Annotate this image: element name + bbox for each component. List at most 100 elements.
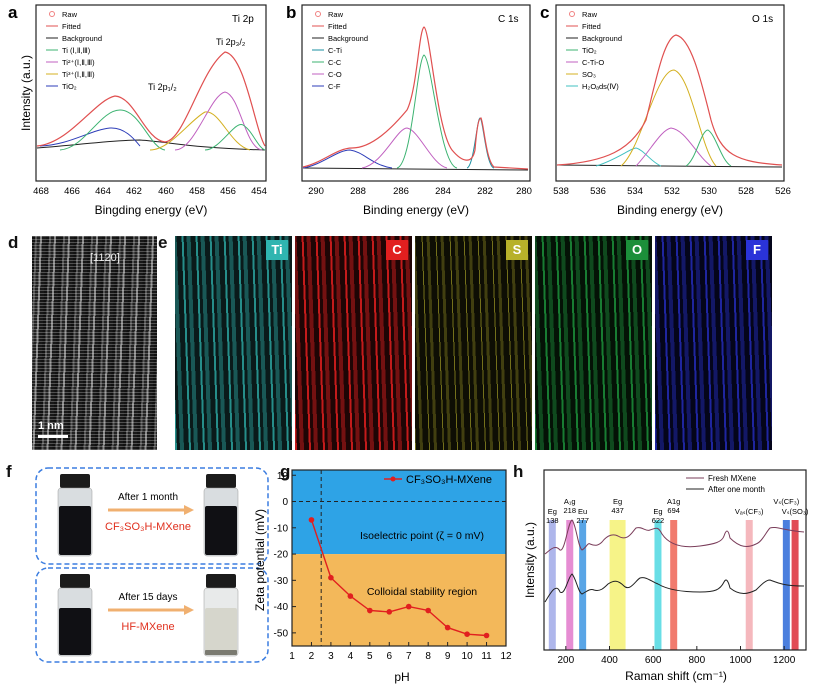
zeta-point — [347, 593, 354, 599]
zeta-ylabel: Zeta potential (mV) — [253, 509, 267, 611]
xtick: 466 — [64, 186, 80, 197]
top-comparison-box — [35, 467, 269, 565]
panel-g-zeta-chart: 10 0 -10 -20 -30 -40 -50 1 2 3 4 5 6 7 8 9 10 11 12 CF₃SO… — [250, 462, 520, 687]
zeta-ytick-label: -20 — [274, 550, 289, 561]
legend-cti: C-Ti — [328, 46, 342, 55]
zeta-xtick-label: 8 — [425, 651, 431, 662]
raman-aged-curve — [544, 573, 805, 603]
panel-b-xlabel: Binding energy (eV) — [363, 203, 469, 217]
legend-fitted: Fitted — [62, 22, 81, 31]
raman-peak-label: Eg — [613, 497, 622, 506]
panel-a-letter: a — [8, 3, 18, 22]
panel-d-letter: d — [8, 233, 19, 252]
legend-tio2: TiO₂ — [582, 46, 597, 55]
zeta-frame — [291, 469, 507, 647]
zeta-xtick-label: 12 — [500, 651, 512, 662]
colloidal-stability-region — [292, 554, 506, 646]
zeta-legend: CF₃SO₃H-MXene — [384, 474, 492, 486]
legend-h2o: H₂Oₐds(Ⅳ) — [582, 82, 619, 91]
legend-background: Background — [328, 34, 368, 43]
top-arrow-head — [184, 505, 194, 515]
annotation-ti2p12: Ti 2p₁/₂ — [148, 82, 177, 92]
raman-peak-label: Eu — [578, 507, 587, 516]
raman-peak-value: 622 — [652, 516, 665, 525]
legend-cc: C-C — [328, 58, 342, 67]
eds-map-c: C — [295, 236, 412, 450]
raman-peak-band — [791, 520, 799, 650]
eds-label-ti: Ti — [266, 240, 288, 260]
zeta-ytick-label: -50 — [274, 628, 289, 639]
eds-label-s: S — [506, 240, 528, 260]
panel-b-svg: b C 1s Raw Fitted Background C-Ti C-C C-… — [286, 3, 532, 217]
xtick: 284 — [435, 186, 451, 197]
zeta-xtick-label: 10 — [462, 651, 474, 662]
panel-b-c1s-xps: b C 1s Raw Fitted Background C-Ti C-C C-… — [272, 0, 534, 232]
panel-f-svg: After 1 month CF₃SO₃H-MXene After 15 day… — [35, 467, 269, 663]
eds-label-f: F — [746, 240, 768, 260]
panel-a-frame — [35, 4, 267, 182]
zeta-legend-label: CF₃SO₃H-MXene — [406, 474, 492, 486]
raman-legend-fresh: Fresh MXene — [708, 474, 757, 483]
legend-ti3: Ti³⁺(Ⅰ,Ⅱ,Ⅲ) — [62, 70, 95, 79]
panel-c-xticks: 538 536 534 532 530 528 526 — [553, 186, 791, 197]
raman-peak-value: 437 — [611, 506, 624, 515]
xtick: 528 — [738, 186, 754, 197]
top-sample-label: CF₃SO₃H-MXene — [105, 521, 191, 533]
legend-raw: Raw — [62, 10, 78, 19]
legend-ctio: C-Ti-O — [582, 58, 604, 67]
panel-a-title: Ti 2p — [232, 14, 254, 25]
raman-peak-label: Eg — [653, 507, 662, 516]
raman-peak-band — [654, 520, 662, 650]
panel-a-xlabel: Bingding energy (eV) — [95, 203, 208, 217]
panel-b-letter: b — [286, 3, 296, 22]
raman-xtick-label: 1000 — [729, 655, 752, 666]
legend-marker-raw — [49, 11, 55, 17]
bottom-arrow-label: After 15 days — [119, 592, 178, 603]
vial-fresh-hf — [57, 574, 93, 657]
xtick: 464 — [95, 186, 111, 197]
legend-fitted: Fitted — [328, 22, 347, 31]
legend-background: Background — [582, 34, 622, 43]
zeta-ytick-label: -40 — [274, 602, 289, 613]
zone-axis-label: [1120] — [90, 252, 120, 264]
raman-legend: Fresh MXene After one month — [686, 474, 765, 494]
raman-xtick-label: 800 — [688, 655, 705, 666]
bottom-sample-label: HF-MXene — [121, 621, 174, 633]
raman-peak-label: Vₐₛ(CF₃) — [735, 507, 764, 516]
zeta-xtick-label: 9 — [445, 651, 451, 662]
raman-peak-band — [579, 520, 587, 650]
xtick: 534 — [627, 186, 643, 197]
raman-xtick-label: 200 — [557, 655, 574, 666]
xtick: 536 — [590, 186, 606, 197]
panel-c-xlabel: Binding energy (eV) — [617, 203, 723, 217]
raman-peak-label: A₁g — [564, 497, 576, 506]
zeta-ytick-label: -30 — [274, 576, 289, 587]
panel-c-legend: Raw Fitted Background TiO₂ C-Ti-O SO₃ H₂… — [566, 10, 622, 91]
zeta-point — [308, 517, 315, 523]
raman-peak-band — [670, 520, 678, 650]
zeta-xtick-label: 4 — [348, 651, 354, 662]
xtick: 454 — [251, 186, 267, 197]
panel-c-letter: c — [540, 3, 549, 22]
xtick: 468 — [33, 186, 49, 197]
raman-xtick-label: 400 — [601, 655, 618, 666]
raman-xtick-label: 600 — [645, 655, 662, 666]
panel-a-svg: a Ti 2p Raw Fitted Background Ti (Ⅰ,Ⅱ,Ⅲ)… — [8, 3, 267, 217]
zeta-point — [425, 607, 431, 614]
raman-xlabel: Raman shift (cm⁻¹) — [625, 669, 727, 683]
panel-b-curves — [302, 26, 529, 171]
legend-raw: Raw — [328, 10, 344, 19]
legend-cf: C-F — [328, 82, 341, 91]
raman-ylabel: Intensity (a.u.) — [523, 522, 537, 598]
xtick: 288 — [350, 186, 366, 197]
panel-d-stem-image: [1120] 1 nm — [32, 236, 157, 450]
vial-aged-cf3so3h — [203, 474, 239, 557]
xtick: 532 — [664, 186, 680, 197]
xtick: 290 — [308, 186, 324, 197]
vial-fresh-cf3so3h — [57, 474, 93, 557]
legend-marker-raw — [315, 11, 321, 17]
panel-b-title: C 1s — [498, 14, 519, 25]
legend-ti2: Ti²⁺(Ⅰ,Ⅱ,Ⅲ) — [62, 58, 95, 67]
lattice-overlay — [32, 236, 157, 450]
legend-tio2: TiO₂ — [62, 82, 77, 91]
